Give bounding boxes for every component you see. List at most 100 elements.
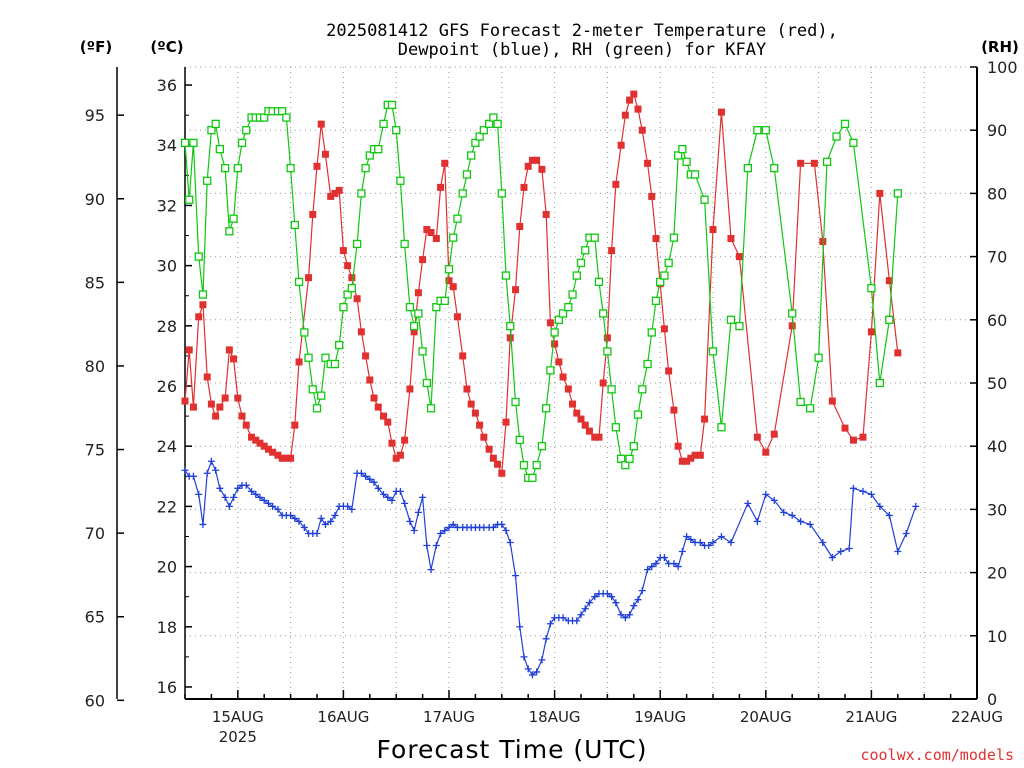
temperature-point: [876, 189, 884, 197]
temperature-point: [459, 352, 467, 360]
temperature-point: [841, 424, 849, 432]
rh-point: [633, 410, 643, 419]
dewpoint-point: [660, 554, 668, 562]
temperature-point: [181, 397, 189, 405]
rh-point: [220, 163, 230, 173]
dewpoint-point: [524, 665, 532, 673]
temperature-point: [524, 162, 532, 170]
dewpoint-point: [912, 502, 920, 510]
rh-point: [770, 163, 779, 173]
dewpoint-point: [705, 542, 713, 550]
temperature-point: [520, 183, 528, 191]
temperature-point: [683, 457, 691, 465]
rh-point: [493, 119, 502, 129]
temperature-point: [660, 325, 668, 333]
temperature-point: [564, 385, 572, 393]
dewpoint-point: [207, 457, 215, 465]
temperature-point: [331, 189, 339, 197]
rh-point: [260, 113, 269, 122]
rh-point: [550, 328, 559, 337]
dewpoint-point: [441, 526, 449, 534]
rh-point: [743, 163, 752, 173]
temperature-point: [638, 126, 646, 134]
time-tick-label: 22AUG: [951, 708, 1003, 726]
temperature-point: [770, 430, 778, 438]
dewpoint-point: [674, 563, 682, 571]
rh-point: [664, 258, 673, 268]
dewpoint-point: [581, 605, 589, 613]
dewpoint-point: [406, 517, 414, 525]
rh-tick-label: 0: [987, 690, 997, 709]
rh-tick-label: 80: [987, 184, 1007, 203]
dewpoint-point: [546, 620, 554, 628]
dewpoint-point: [678, 548, 686, 556]
temperature-point: [506, 334, 514, 342]
dewpoint-point: [538, 656, 546, 664]
chart-title-line1: 2025081412 GFS Forecast 2-meter Temperat…: [326, 21, 838, 41]
dewpoint-point: [291, 514, 299, 522]
rh-point: [321, 353, 330, 362]
temperature-point: [295, 358, 303, 366]
temperature-point: [344, 262, 352, 270]
rh-point: [374, 145, 383, 154]
dewpoint-point: [542, 635, 550, 643]
credit-link[interactable]: coolwx.com/models: [860, 746, 1014, 764]
rh-tick-label: 100: [987, 58, 1018, 77]
dewpoint-point: [634, 596, 642, 604]
temperature-point: [717, 108, 725, 116]
rh-point: [203, 176, 212, 185]
temperature-point: [512, 286, 520, 294]
rh-point: [379, 119, 388, 129]
dewpoint-point: [717, 532, 725, 540]
dewpoint-line: [184, 459, 917, 676]
rh-point: [832, 132, 841, 141]
rh-point: [233, 163, 242, 173]
temperature-point: [199, 301, 207, 309]
temperature-point: [476, 421, 484, 429]
rh-point: [840, 119, 850, 129]
dewpoint-point: [626, 611, 634, 619]
dewpoint-point: [256, 493, 264, 501]
rh-point: [546, 366, 555, 375]
temperature-point: [569, 400, 577, 408]
rh-point: [475, 132, 484, 141]
dewpoint-point: [608, 593, 616, 601]
celsius-tick-label: 30: [157, 257, 177, 276]
temperature-point: [533, 156, 541, 164]
dewpoint-point: [528, 671, 536, 679]
dewpoint-point: [727, 539, 735, 547]
temperature-point: [674, 442, 682, 450]
dewpoint-point: [559, 614, 567, 622]
dewpoint-point: [189, 472, 197, 480]
rh-point: [489, 113, 498, 122]
temperature-point: [317, 120, 325, 128]
temperature-point: [362, 352, 370, 360]
dewpoint-point: [603, 590, 611, 598]
rh-point: [352, 239, 362, 249]
dewpoint-point: [401, 499, 409, 507]
temperature-point: [309, 210, 317, 218]
temperature-point: [256, 439, 264, 447]
dewpoint-point: [252, 490, 260, 498]
rh-point: [242, 126, 251, 135]
dewpoint-point: [300, 523, 308, 531]
rh-point: [189, 138, 198, 147]
rh-point: [449, 233, 458, 242]
chart-title-line2: Dewpoint (blue), RH (green) for KFAY: [398, 40, 766, 60]
time-tick-label: 21AUG: [845, 708, 897, 726]
celsius-tick-label: 20: [157, 558, 177, 577]
rh-point: [414, 309, 423, 318]
dewpoint-point: [380, 490, 388, 498]
rh-point: [462, 170, 472, 179]
dewpoint-point: [212, 466, 220, 474]
rh-point: [558, 309, 568, 318]
dewpoint-point: [489, 523, 497, 531]
dewpoint-point: [648, 563, 656, 571]
temperature-point: [885, 277, 893, 285]
temperature-point: [348, 274, 356, 282]
rh-point: [678, 145, 687, 154]
temperature-point: [392, 454, 400, 462]
temperature-point: [305, 274, 313, 282]
rh-point: [528, 473, 537, 482]
temperature-point: [467, 400, 475, 408]
